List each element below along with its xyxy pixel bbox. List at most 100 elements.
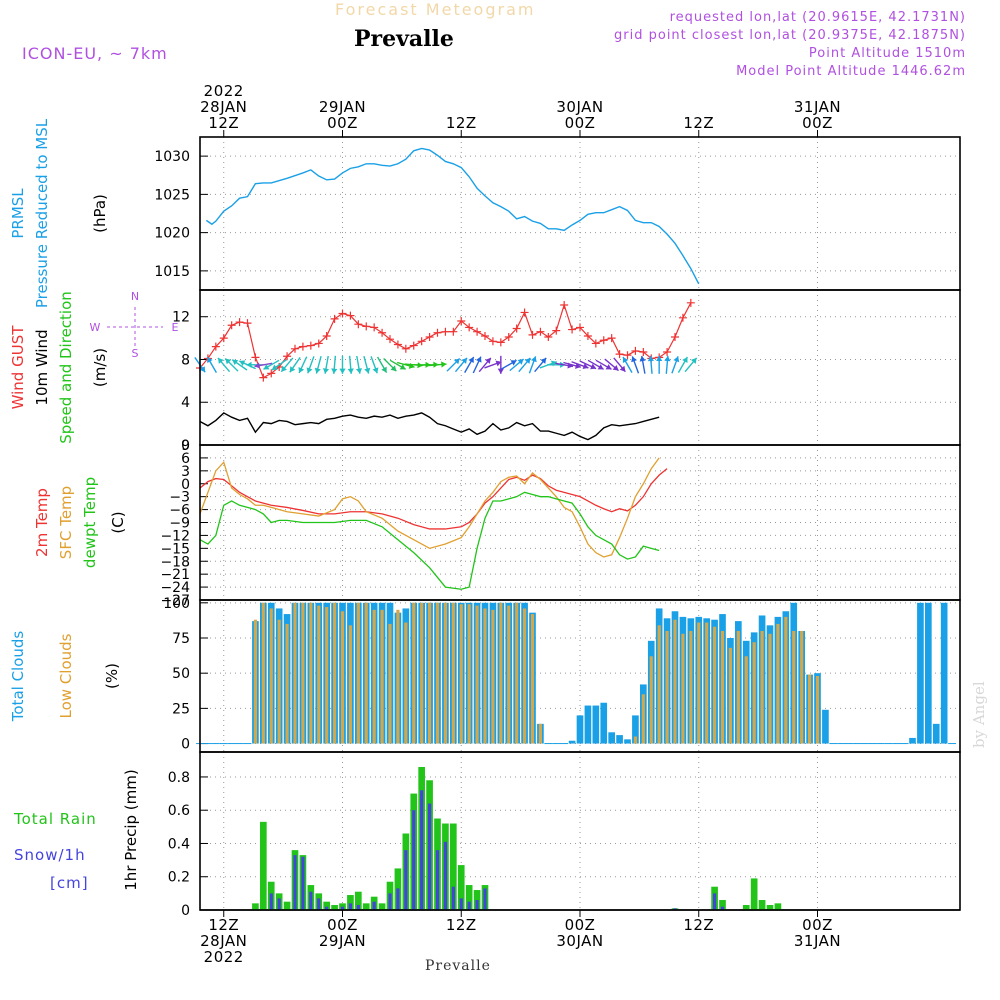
precip-label-snow: Snow/1h	[14, 846, 86, 864]
low-cloud-bar	[372, 609, 376, 744]
low-cloud-bar	[792, 630, 796, 744]
low-cloud-bar	[364, 602, 368, 744]
temp-label-2m: 2m Temp	[33, 488, 51, 557]
total-cloud-bar	[932, 723, 940, 744]
temp-ytick-label: −12	[160, 528, 190, 544]
wind-arrow-head	[453, 358, 460, 365]
compass-e: E	[172, 321, 179, 334]
low-cloud-bar	[317, 605, 321, 744]
wind-arrow-head	[639, 355, 646, 362]
low-cloud-bar	[681, 633, 685, 744]
gust-marker	[227, 321, 236, 330]
gust-marker	[417, 337, 426, 346]
wind-arrow-head	[550, 360, 557, 367]
rain-bar	[774, 903, 782, 910]
low-cloud-bar	[649, 656, 653, 744]
clouds-label-low: Low Clouds	[57, 633, 75, 718]
pressure-ytick-label: 1020	[154, 226, 190, 242]
wind-label-10m: 10m Wind	[33, 329, 51, 405]
snow-bar	[459, 898, 463, 910]
temp-ytick-label: −21	[160, 567, 190, 583]
wind-arrow-head	[225, 358, 232, 365]
wind-arrow-head	[390, 365, 397, 372]
snow-bar	[388, 893, 392, 910]
snow-bar	[277, 898, 281, 910]
pressure-ytick-label: 1025	[154, 187, 190, 203]
gust-marker	[449, 327, 458, 336]
clouds-label-unit: (%)	[103, 663, 121, 689]
wind-ytick-label: 8	[181, 352, 190, 368]
pressure-ytick-label: 1015	[154, 264, 190, 280]
wind-arrow-head	[339, 368, 346, 374]
header-location: Prevalle	[354, 26, 454, 52]
low-cloud-bar	[277, 619, 281, 744]
wind-arrow-head	[530, 356, 537, 363]
header-gridpoint: grid point closest lon,lat (20.9375E, 42…	[614, 28, 966, 43]
gust-marker	[298, 342, 307, 351]
top-time-label: 00Z	[802, 114, 833, 132]
low-cloud-bar	[768, 633, 772, 744]
header-model-altitude: Model Point Altitude 1446.62m	[736, 64, 966, 79]
gust-marker	[322, 331, 331, 340]
wind-arrow-head	[612, 364, 619, 371]
precip-label-rain: Total Rain	[13, 810, 97, 828]
wind-arrow-head	[239, 360, 246, 367]
low-cloud-bar	[728, 647, 732, 744]
wind-arrow-head	[524, 357, 531, 364]
gust-marker	[291, 344, 299, 353]
temp-ytick-label: −3	[169, 490, 190, 506]
wind-arrow-head	[597, 364, 604, 370]
wind-arrow-head	[647, 355, 654, 362]
low-cloud-bar	[467, 604, 471, 744]
rain-bar	[378, 903, 386, 910]
low-cloud-bar	[451, 602, 455, 744]
wind-label-gust: Wind GUST	[9, 325, 27, 410]
wind-arrow-head	[372, 367, 379, 374]
gust-marker	[504, 333, 513, 342]
low-cloud-bar	[412, 602, 416, 744]
wind-arrow-head	[497, 368, 504, 374]
clouds-ytick-label: 75	[172, 631, 190, 647]
low-cloud-bar	[705, 622, 709, 744]
temp-ytick-label: −24	[160, 580, 190, 596]
precip-label-cm: [cm]	[50, 874, 89, 892]
gust-marker	[457, 317, 466, 325]
low-cloud-bar	[665, 630, 669, 744]
low-cloud-bar	[523, 608, 527, 744]
clouds-ytick-label: 50	[172, 666, 190, 682]
wind-arrow-head	[475, 356, 482, 363]
gust-marker	[330, 314, 339, 323]
low-cloud-bar	[269, 608, 273, 744]
gust-marker	[544, 333, 553, 342]
rain-bar	[260, 821, 267, 910]
gust-marker	[251, 353, 260, 362]
clouds-ytick-label: 100	[163, 596, 190, 612]
bottom-time-label: 31JAN	[794, 932, 841, 950]
gust-marker	[576, 323, 584, 332]
temp-label-unit: (C)	[109, 511, 127, 533]
precip-ytick-label: 0.8	[168, 770, 190, 786]
precip-ytick-label: 0.4	[168, 836, 190, 852]
gust-marker	[362, 322, 371, 331]
gust-marker	[338, 309, 347, 318]
wind-arrow-head	[510, 360, 517, 366]
gust-marker	[607, 334, 616, 343]
total-cloud-bar	[584, 705, 592, 744]
gust-marker	[481, 331, 489, 340]
rain-bar	[465, 885, 473, 910]
wind-arrow-head	[485, 357, 491, 364]
rain-bar	[457, 865, 465, 910]
wind-arrow-head	[199, 366, 206, 373]
low-cloud-bar	[538, 723, 542, 744]
wind-arrow-head	[331, 368, 338, 374]
snow-bar	[673, 908, 677, 910]
low-cloud-bar	[530, 614, 535, 744]
wind-arrow-head	[605, 364, 612, 370]
temp-ytick-label: −15	[160, 541, 190, 557]
low-cloud-bar	[641, 694, 645, 744]
rain-bar	[362, 903, 370, 910]
rain-bar	[323, 901, 330, 910]
low-cloud-bar	[459, 604, 463, 744]
gust-marker	[425, 333, 434, 342]
total-cloud-bar	[909, 737, 916, 744]
